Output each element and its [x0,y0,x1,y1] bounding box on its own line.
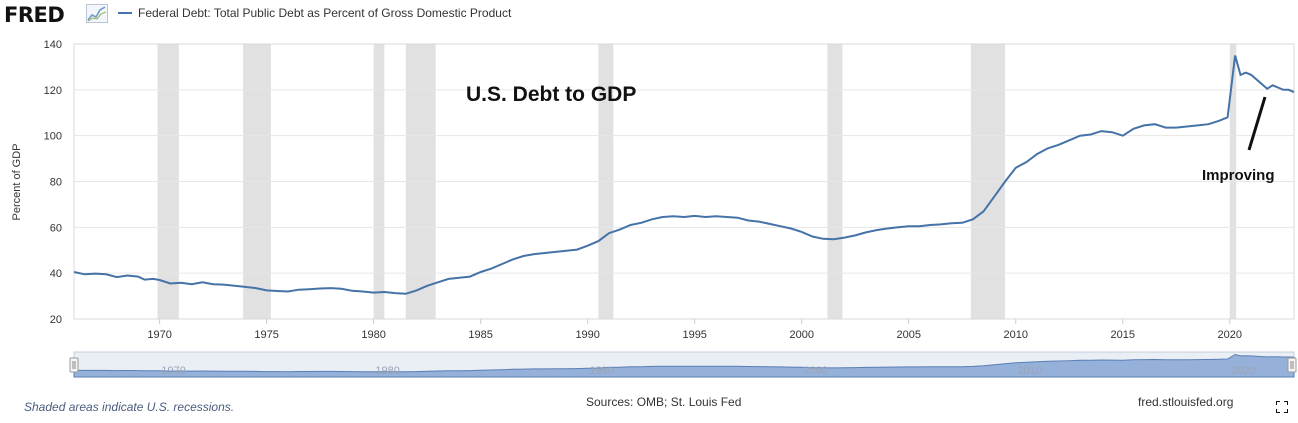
y-axis-ticks: 20 40 60 80 100 120 140 [44,39,62,326]
navigator-label-2020: 2020 [1232,365,1256,377]
series-line[interactable] [73,55,1295,295]
y-tick-label-140: 140 [44,39,62,51]
plot-area [73,43,1295,320]
fred-logo[interactable]: FRED [4,3,65,27]
navigator-label-1970: 1970 [161,365,185,377]
x-tick-label-1980: 1980 [361,329,385,341]
navigator-labels: 1970 1980 1990 2000 2010 2020 [161,365,1256,377]
x-tick-label-1970: 1970 [147,329,171,341]
y-tick-label-60: 60 [50,222,62,234]
navigator-area [73,353,1295,378]
x-tick-label-2015: 2015 [1111,329,1135,341]
annotation-title: U.S. Debt to GDP [466,83,636,106]
annotation-label: Improving [1202,167,1275,184]
navigator-label-2000: 2000 [803,365,827,377]
x-tick-label-2010: 2010 [1004,329,1028,341]
sources-note: Sources: OMB; St. Louis Fed [586,395,742,409]
site-link[interactable]: fred.stlouisfed.org [1138,395,1234,409]
navigator-label-2010: 2010 [1018,365,1042,377]
y-tick-label-120: 120 [44,85,62,97]
y-tick-label-40: 40 [50,268,62,280]
recession-note: Shaded areas indicate U.S. recessions. [24,400,235,414]
y-tick-label-100: 100 [44,131,62,143]
x-axis-ticks: 1970 1975 1980 1985 1990 1995 2000 2005 2010 2015… [147,319,1242,341]
x-tick-label-2005: 2005 [896,329,920,341]
y-tick-label-80: 80 [50,177,62,189]
navigator-right-handle[interactable] [1287,357,1297,373]
x-tick-label-1995: 1995 [682,329,706,341]
y-axis-label: Percent of GDP [11,143,23,220]
x-tick-label-2020: 2020 [1218,329,1242,341]
navigator-label-1980: 1980 [375,365,399,377]
navigator-label-1990: 1990 [589,365,613,377]
navigator-left-handle[interactable] [69,357,79,373]
y-tick-label-20: 20 [50,314,62,326]
fred-graph-icon [86,4,108,23]
range-navigator[interactable]: 1970 1980 1990 2000 2010 2020 [69,351,1297,378]
annotation-arrow [1247,96,1267,151]
x-tick-label-1985: 1985 [468,329,492,341]
x-tick-label-1990: 1990 [575,329,599,341]
x-tick-label-2000: 2000 [789,329,813,341]
chart-legend[interactable]: Federal Debt: Total Public Debt as Perce… [118,6,511,20]
fullscreen-icon[interactable] [1276,401,1288,413]
x-tick-label-1975: 1975 [254,329,278,341]
legend-series-label: Federal Debt: Total Public Debt as Perce… [138,6,512,20]
legend-series-swatch [118,12,132,14]
